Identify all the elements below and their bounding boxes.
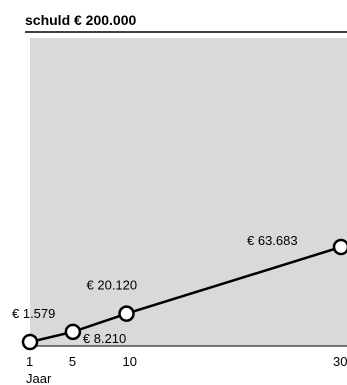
data-point <box>21 333 39 351</box>
plot-area <box>30 38 347 346</box>
data-label: € 20.120 <box>87 278 138 293</box>
data-point <box>332 238 347 256</box>
x-tick-label: 10 <box>123 354 137 369</box>
data-point <box>64 323 82 341</box>
x-tick-labels: 1 5 10 30 <box>26 354 347 369</box>
x-tick-label: 30 <box>333 354 347 369</box>
data-label: € 8.210 <box>83 331 126 346</box>
chart-title: schuld € 200.000 <box>25 12 137 28</box>
x-axis-label: Jaar <box>26 371 52 385</box>
series-layer: € 1.579 € 8.210 € 20.120 € 63.683 <box>12 233 347 351</box>
x-tick-label: 1 <box>26 354 33 369</box>
x-tick-label: 5 <box>69 354 76 369</box>
data-label: € 63.683 <box>247 233 298 248</box>
data-point <box>118 305 135 322</box>
data-label: € 1.579 <box>12 306 55 321</box>
series-line <box>29 245 342 344</box>
